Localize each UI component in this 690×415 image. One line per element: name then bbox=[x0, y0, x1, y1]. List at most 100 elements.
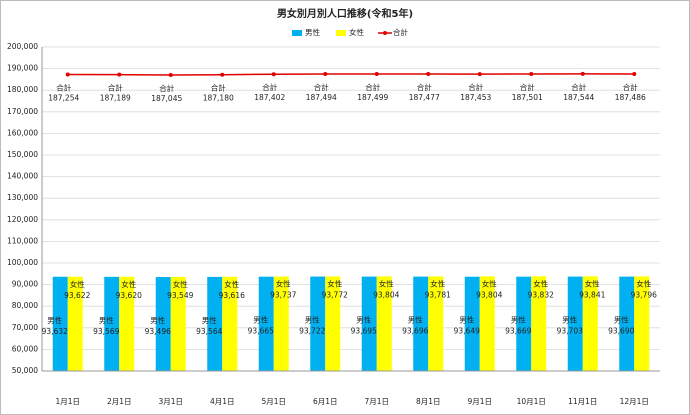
line-point bbox=[529, 71, 534, 76]
bar-label-value: 93,669 bbox=[505, 327, 531, 336]
x-tick-label: 6月1日 bbox=[313, 397, 338, 406]
bar-label-value: 93,772 bbox=[322, 290, 348, 299]
bar bbox=[67, 276, 83, 371]
bar-label-value: 93,832 bbox=[528, 290, 554, 299]
bar bbox=[376, 276, 392, 371]
bar bbox=[273, 276, 289, 371]
line bbox=[67, 73, 635, 76]
legend-label: 女性 bbox=[349, 27, 364, 37]
bar-label-value: 93,722 bbox=[299, 327, 325, 336]
bar-label-name: 女性 bbox=[276, 279, 291, 289]
line-label-value: 187,501 bbox=[512, 93, 543, 102]
bar bbox=[567, 276, 583, 371]
bar-label-name: 女性 bbox=[173, 279, 188, 289]
bar-label-value: 93,632 bbox=[42, 327, 68, 336]
chart-title: 男女別月別人口推移(令和5年) bbox=[277, 7, 413, 20]
bar-label-name: 男性 bbox=[47, 315, 62, 325]
bar-label-value: 93,796 bbox=[631, 290, 657, 299]
bar bbox=[634, 276, 650, 371]
bar bbox=[428, 276, 444, 371]
bar-label-name: 女性 bbox=[224, 279, 239, 289]
bar bbox=[155, 277, 171, 371]
line-label-value: 187,486 bbox=[615, 93, 646, 102]
bar bbox=[619, 276, 635, 371]
x-tick-label: 4月1日 bbox=[210, 397, 235, 406]
y-tick-label: 170,000 bbox=[7, 107, 38, 116]
bar-label-value: 93,649 bbox=[454, 327, 480, 336]
bar bbox=[479, 276, 495, 371]
line-point bbox=[323, 72, 328, 77]
line-label-value: 187,180 bbox=[203, 94, 234, 103]
y-tick-label: 50,000 bbox=[12, 366, 38, 375]
bar-label-value: 93,549 bbox=[167, 291, 193, 300]
bar-label-name: 女性 bbox=[121, 279, 136, 289]
bar-label-value: 93,564 bbox=[196, 327, 222, 336]
bar bbox=[464, 276, 480, 371]
bar-label-name: 男性 bbox=[511, 315, 526, 325]
bar-label-value: 93,665 bbox=[248, 327, 274, 336]
line-label-name: 合計 bbox=[623, 82, 638, 92]
x-tick-label: 2月1日 bbox=[107, 397, 132, 406]
legend-swatch bbox=[336, 30, 346, 36]
y-tick-label: 140,000 bbox=[7, 172, 38, 181]
y-tick-label: 100,000 bbox=[7, 258, 38, 267]
x-tick-label: 3月1日 bbox=[158, 397, 183, 406]
x-tick-label: 11月1日 bbox=[568, 397, 597, 406]
legend-label: 合計 bbox=[393, 27, 408, 37]
bar bbox=[361, 276, 377, 371]
bar-label-name: 女性 bbox=[585, 278, 600, 288]
line-label-value: 187,254 bbox=[48, 94, 79, 103]
line-point bbox=[374, 72, 379, 77]
y-tick-label: 70,000 bbox=[12, 323, 38, 332]
bar bbox=[258, 276, 274, 371]
line-label-name: 合計 bbox=[262, 82, 277, 92]
bar-label-name: 女性 bbox=[70, 279, 85, 289]
line-label-name: 合計 bbox=[159, 83, 174, 93]
bar bbox=[207, 276, 223, 371]
line-point bbox=[220, 72, 225, 77]
y-tick-label: 150,000 bbox=[7, 150, 38, 159]
line-point bbox=[65, 72, 70, 77]
line-label-value: 187,494 bbox=[306, 93, 337, 102]
y-tick-label: 180,000 bbox=[7, 85, 38, 94]
bar-label-name: 男性 bbox=[202, 315, 217, 325]
line-label-name: 合計 bbox=[571, 82, 586, 92]
bar-label-value: 93,804 bbox=[476, 290, 502, 299]
bar-label-name: 女性 bbox=[430, 278, 445, 288]
bar bbox=[104, 276, 120, 371]
bar-label-name: 男性 bbox=[614, 315, 629, 325]
bar bbox=[222, 276, 238, 371]
bar bbox=[52, 276, 68, 371]
bar-label-name: 女性 bbox=[636, 278, 651, 288]
bar-label-name: 男性 bbox=[408, 315, 423, 325]
bar-label-value: 93,620 bbox=[116, 291, 142, 300]
line-label-name: 合計 bbox=[417, 82, 432, 92]
x-tick-label: 8月1日 bbox=[416, 397, 441, 406]
bar-label-name: 男性 bbox=[459, 315, 474, 325]
y-tick-label: 190,000 bbox=[7, 64, 38, 73]
bar-label-value: 93,696 bbox=[402, 327, 428, 336]
bar-label-name: 男性 bbox=[562, 315, 577, 325]
y-tick-label: 130,000 bbox=[7, 193, 38, 202]
line-label-value: 187,477 bbox=[409, 93, 440, 102]
line-label-name: 合計 bbox=[211, 83, 226, 93]
y-tick-label: 200,000 bbox=[7, 42, 38, 51]
line-label-value: 187,189 bbox=[100, 94, 131, 103]
x-tick-label: 12月1日 bbox=[620, 397, 649, 406]
bar-label-name: 女性 bbox=[379, 278, 394, 288]
line-label-name: 合計 bbox=[108, 83, 123, 93]
bar-label-value: 93,703 bbox=[557, 327, 583, 336]
line-point bbox=[271, 72, 276, 77]
bar-label-name: 女性 bbox=[533, 278, 548, 288]
bar-label-name: 男性 bbox=[99, 315, 114, 325]
line-label-name: 合計 bbox=[468, 82, 483, 92]
y-tick-label: 80,000 bbox=[12, 301, 38, 310]
bar-label-name: 男性 bbox=[253, 315, 268, 325]
y-tick-label: 160,000 bbox=[7, 128, 38, 137]
bar-label-name: 女性 bbox=[482, 278, 497, 288]
line-label-name: 合計 bbox=[520, 82, 535, 92]
line-label-value: 187,544 bbox=[563, 93, 594, 102]
bar-label-value: 93,690 bbox=[608, 327, 634, 336]
line-point bbox=[632, 72, 637, 77]
